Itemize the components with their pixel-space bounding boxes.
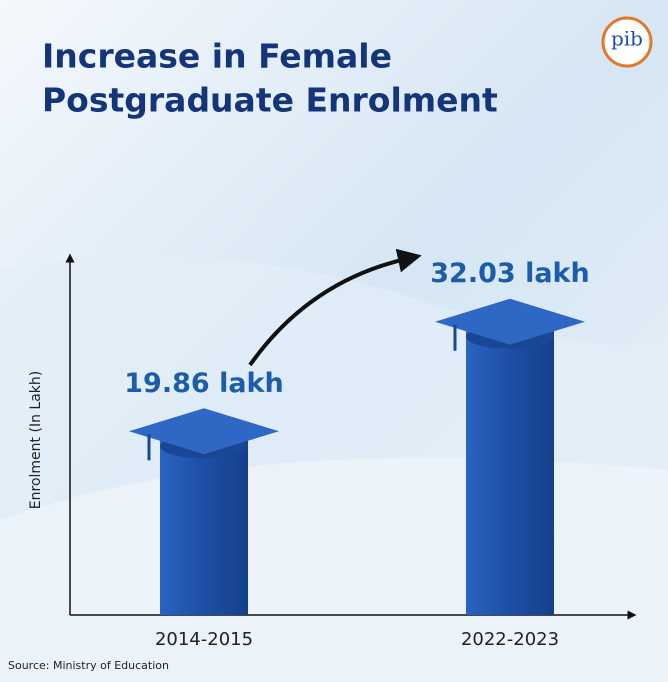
x-tick-label: 2022-2023: [461, 629, 559, 650]
source: Source: Ministry of Education: [8, 659, 169, 672]
cap-board: [435, 298, 585, 345]
bar: [466, 326, 554, 615]
trend-arrow: [248, 248, 422, 367]
bar: [160, 436, 248, 615]
wave: [0, 457, 668, 682]
value-label: 19.86 lakh: [124, 368, 283, 399]
chart-title: Postgraduate Enrolment: [42, 81, 498, 120]
chart-title: Increase in Female: [42, 37, 392, 76]
logo: [601, 16, 653, 68]
y-axis-label: Enrolment (In Lakh): [28, 371, 44, 509]
value-label: 32.03 lakh: [430, 258, 589, 289]
x-tick-label: 2014-2015: [155, 629, 253, 650]
logo-text: pib: [611, 27, 643, 51]
cap-board: [129, 408, 279, 455]
